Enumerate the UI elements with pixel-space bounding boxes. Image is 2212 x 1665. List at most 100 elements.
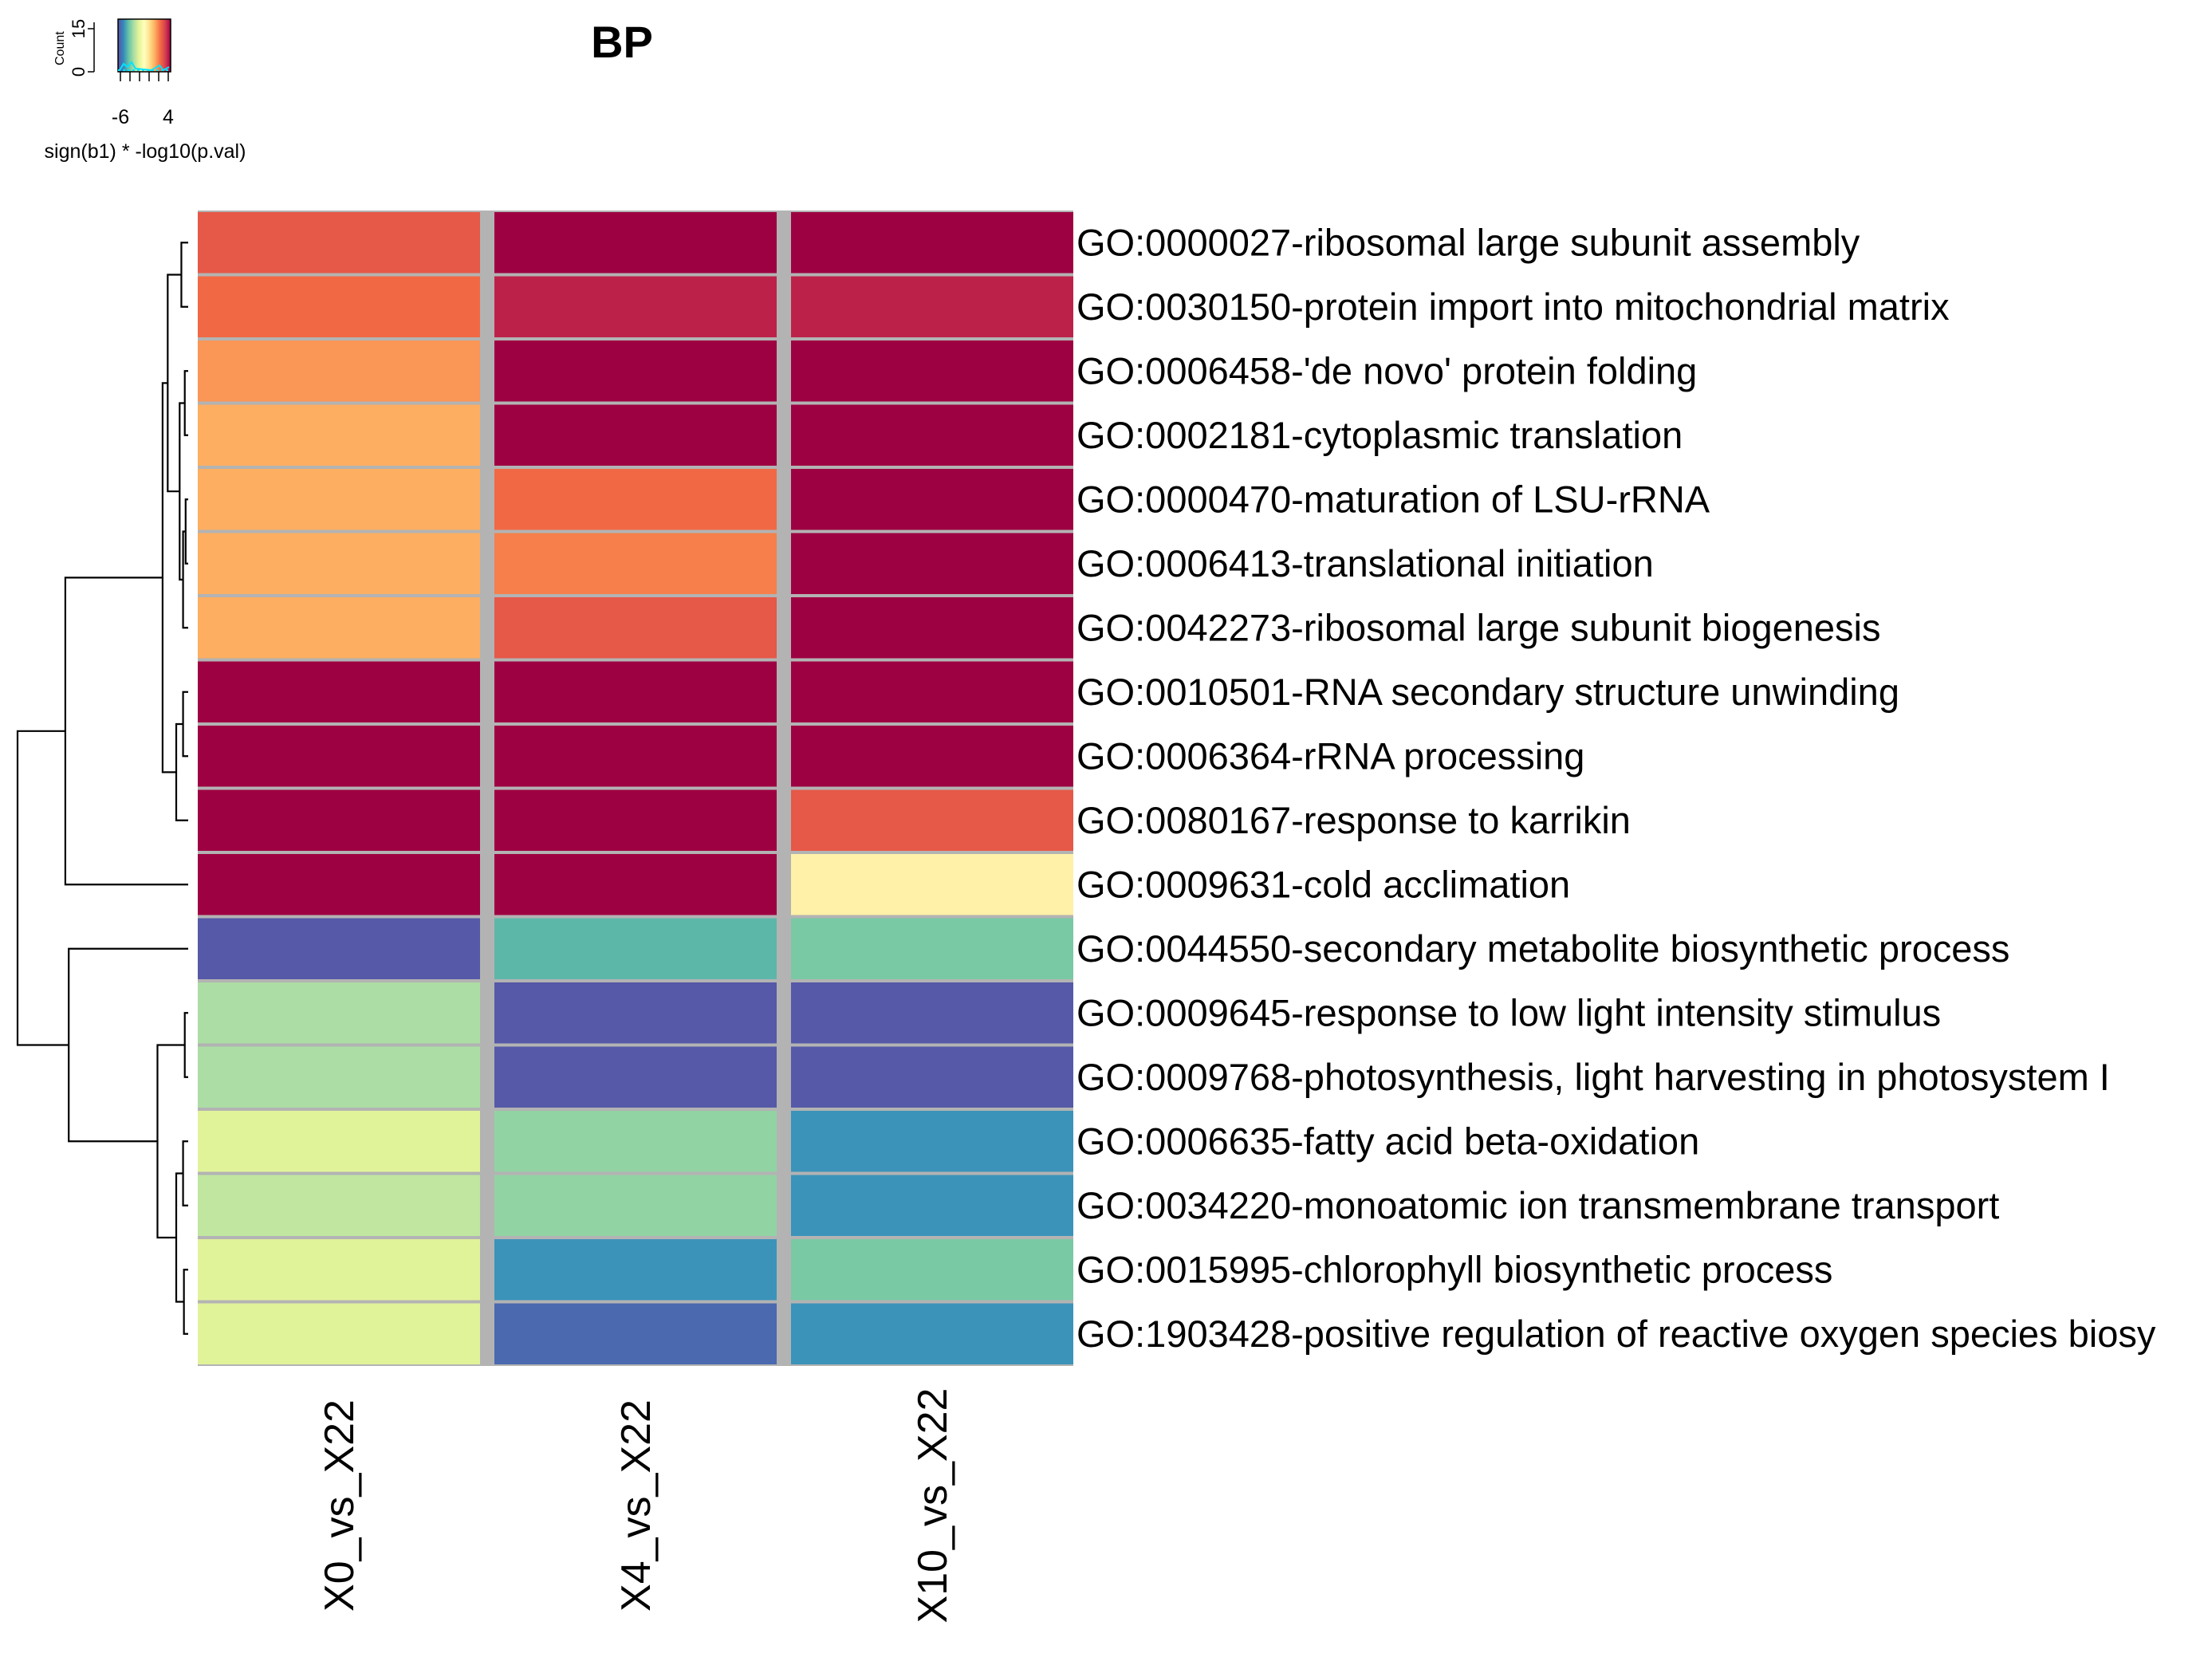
legend-color-bar: [117, 18, 171, 73]
legend-count-label: Count: [53, 31, 67, 65]
legend-count-tick-label: 15: [69, 19, 89, 38]
heatmap-cell: [198, 1303, 480, 1364]
chart-title: BP: [591, 17, 653, 67]
heatmap-cell: [791, 1111, 1073, 1172]
row-label: GO:0015995-chlorophyll biosynthetic proc…: [1076, 1248, 1832, 1290]
row-label: GO:0009631-cold acclimation: [1076, 863, 1570, 905]
heatmap-cell: [198, 212, 480, 274]
heatmap-cell: [791, 918, 1073, 979]
column-labels: X0_vs_X22 X4_vs_X22 X10_vs_X22: [317, 1388, 956, 1624]
dendrogram-branch: [64, 577, 188, 886]
heatmap-cell: [791, 212, 1073, 274]
heatmap-cell: [198, 404, 480, 466]
heatmap-cell: [791, 597, 1073, 659]
heatmap-cell: [494, 726, 777, 787]
dendrogram-branch: [182, 691, 188, 758]
row-labels: GO:0000027-ribosomal large subunit assem…: [1076, 221, 2156, 1355]
dendrogram-branch: [182, 1140, 188, 1206]
row-label: GO:0006413-translational initiation: [1076, 542, 1654, 585]
dendrogram-branch: [161, 382, 177, 773]
column-label: X0_vs_X22: [317, 1399, 363, 1612]
heatmap-cell: [494, 1111, 777, 1172]
heatmap-cell: [494, 212, 777, 274]
heatmap-cell: [198, 918, 480, 979]
dendrogram-branch: [156, 1044, 185, 1239]
heatmap-cell: [494, 1239, 777, 1301]
row-label: GO:0080167-response to karrikin: [1076, 799, 1631, 841]
heatmap-cell: [494, 854, 777, 915]
dendrogram-branch: [16, 730, 69, 1046]
row-label: GO:0002181-cytoplasmic translation: [1076, 414, 1683, 456]
heatmap-cell: [791, 726, 1073, 787]
dendrogram-branch: [180, 242, 188, 308]
heatmap-cell: [198, 533, 480, 594]
heatmap-cell: [791, 982, 1073, 1044]
heatmap-cell: [198, 726, 480, 787]
heatmap-cell: [791, 533, 1073, 594]
heatmap-cell: [198, 597, 480, 659]
heatmap-cell: [791, 1303, 1073, 1364]
row-dendrogram: [16, 242, 188, 1335]
heatmap-cell: [494, 1046, 777, 1108]
heatmap-cell: [791, 661, 1073, 722]
heatmap-cell: [791, 404, 1073, 466]
heatmap-cell: [198, 276, 480, 337]
heatmap-cell: [198, 340, 480, 402]
legend-histogram-line: [119, 61, 170, 72]
row-label: GO:0000470-maturation of LSU-rRNA: [1076, 478, 1710, 520]
column-label: X10_vs_X22: [910, 1388, 956, 1624]
heatmap-cell: [494, 1303, 777, 1364]
heatmap-cell: [198, 789, 480, 851]
heatmap-cell: [791, 1239, 1073, 1301]
heatmap-cell: [494, 661, 777, 722]
dendrogram-branch: [183, 370, 188, 436]
heatmap-cell: [198, 1175, 480, 1236]
heatmap-cell: [198, 1239, 480, 1301]
heatmap-cell: [494, 789, 777, 851]
heatmap-cell: [791, 789, 1073, 851]
heatmap-cell: [494, 918, 777, 979]
heatmap-cell: [494, 340, 777, 402]
row-label: GO:0034220-monoatomic ion transmembrane …: [1076, 1184, 1999, 1226]
heatmap-cell: [198, 982, 480, 1044]
dendrogram-branch: [184, 498, 188, 565]
row-label: GO:0010501-RNA secondary structure unwin…: [1076, 671, 1899, 713]
heatmap-cell: [198, 854, 480, 915]
heatmap-cell: [198, 661, 480, 722]
row-label: GO:0006458-'de novo' protein folding: [1076, 349, 1697, 392]
legend-tick-label: -6: [112, 106, 129, 128]
row-label: GO:1903428-positive regulation of reacti…: [1076, 1313, 2156, 1355]
heatmap-cell: [198, 469, 480, 530]
legend-count-tick-label: 0: [69, 67, 89, 77]
heatmap-cell: [494, 1175, 777, 1236]
color-legend: -6 4 Count 0 15 sign(b1) * -log10(p.val): [45, 18, 246, 163]
heatmap-cell: [494, 276, 777, 337]
row-label: GO:0000027-ribosomal large subunit assem…: [1076, 221, 1860, 263]
heatmap-cell: [494, 982, 777, 1044]
row-label: GO:0030150-protein import into mitochond…: [1076, 285, 1950, 328]
heatmap-cell: [198, 1111, 480, 1172]
column-label: X4_vs_X22: [613, 1399, 659, 1612]
heatmap-cell: [791, 340, 1073, 402]
legend-count-ticks: 0 15: [69, 19, 95, 77]
heatmap-grid-background: [198, 211, 1073, 1366]
heatmap-cell: [494, 533, 777, 594]
legend-histogram: [118, 61, 171, 72]
heatmap-cell: [791, 854, 1073, 915]
heatmap-cell: [791, 1046, 1073, 1108]
heatmap-cell: [494, 597, 777, 659]
row-label: GO:0009645-response to low light intensi…: [1076, 991, 1941, 1033]
heatmap-cell: [791, 1175, 1073, 1236]
heatmap-cell: [791, 469, 1073, 530]
heatmap-cell: [494, 469, 777, 530]
heatmap-cell: [791, 276, 1073, 337]
dendrogram-branch: [183, 1012, 188, 1078]
row-label: GO:0006635-fatty acid beta-oxidation: [1076, 1120, 1699, 1162]
legend-tick-label: 4: [163, 106, 174, 128]
legend-ticks: -6 4: [112, 72, 174, 128]
heatmap-cell: [198, 1046, 480, 1108]
heatmap-cell: [494, 404, 777, 466]
row-label: GO:0042273-ribosomal large subunit bioge…: [1076, 606, 1881, 648]
heatmap-cells: [198, 211, 1073, 1366]
row-label: GO:0044550-secondary metabolite biosynth…: [1076, 927, 2009, 970]
